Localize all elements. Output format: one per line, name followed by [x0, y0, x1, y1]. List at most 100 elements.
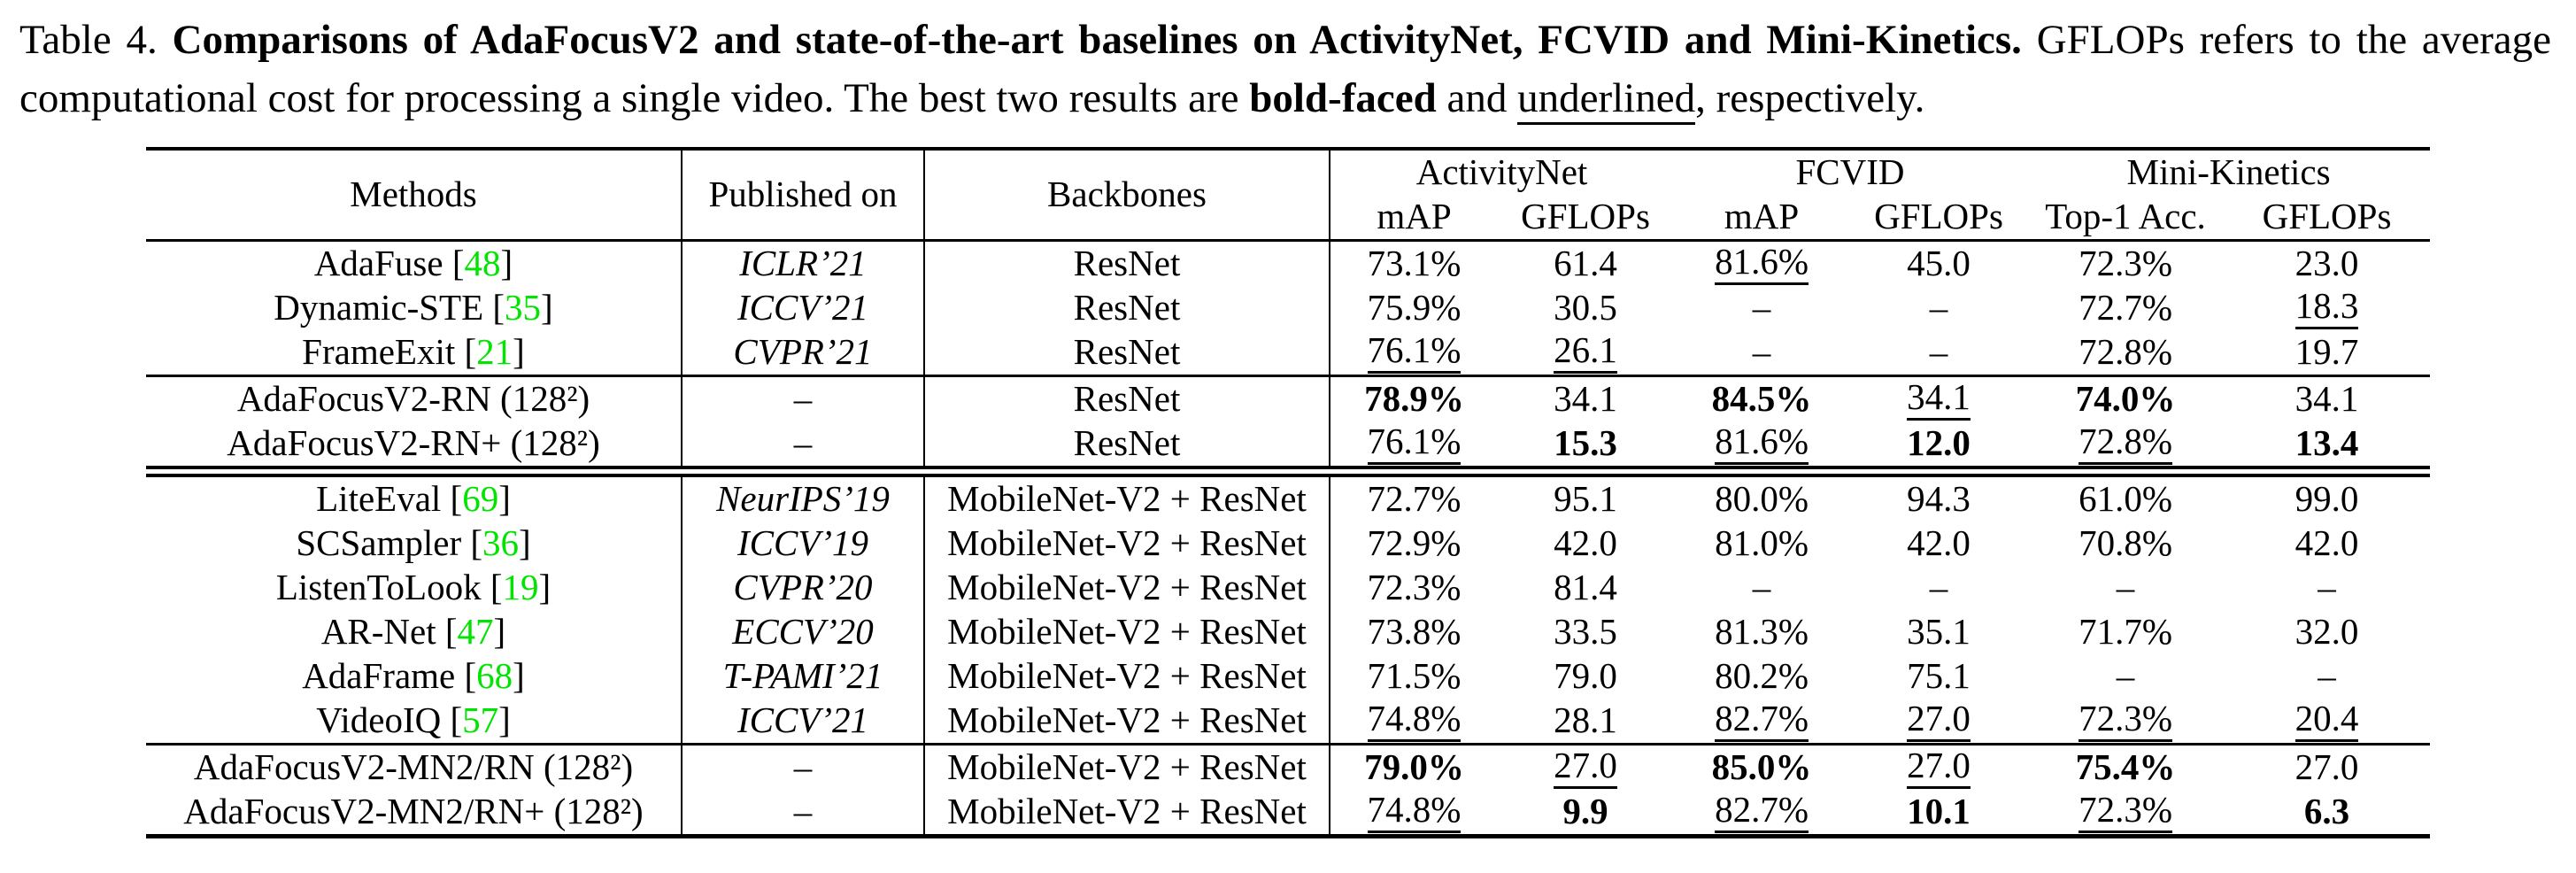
group-adafocus-rn: AdaFocusV2-RN (128²) – ResNet 78.9% 34.1 84.5… [146, 375, 2431, 472]
value-text: – [1929, 567, 1948, 608]
value-text: 72.7% [1367, 478, 1462, 520]
value-cell: 71.7% [2027, 610, 2224, 654]
header-published-on: Published on [682, 149, 925, 241]
citation-number: 68 [476, 655, 513, 697]
method-name: AdaFocusV2-RN+ (128²) [227, 422, 600, 464]
header-activitynet-gflops: GFLOPs [1521, 196, 1650, 237]
value-cell: 73.1% [1330, 241, 1498, 287]
method-name: ] [513, 655, 525, 697]
value-text: – [2318, 655, 2336, 697]
backbone-cell: MobileNet-V2 + ResNet [924, 610, 1330, 654]
citation-number: 69 [462, 478, 499, 520]
citation-number: 36 [482, 522, 520, 564]
value-text: 45.0 [1907, 243, 1971, 284]
value-text: 18.3 [2294, 288, 2359, 329]
value-cell: 84.5% [1673, 376, 1850, 422]
value-text: 74.8% [1367, 700, 1462, 742]
value-text: 23.0 [2294, 243, 2359, 284]
value-text: 27.0 [1907, 700, 1971, 742]
value-cell: 81.6% [1673, 241, 1850, 287]
method-name: VideoIQ [ [316, 699, 463, 741]
backbone-cell: ResNet [924, 286, 1330, 330]
value-cell: – [2224, 566, 2430, 610]
header-methods: Methods [146, 149, 683, 241]
method-name: LiteEval [ [316, 478, 463, 520]
published-on-cell: CVPR’21 [682, 330, 925, 376]
group-adafocus-mn2: AdaFocusV2-MN2/RN (128²) – MobileNet-V2 + … [146, 744, 2430, 837]
header-activitynet-map: mAP [1377, 196, 1452, 237]
header-fcvid-map: mAP [1724, 196, 1800, 237]
value-cell: 81.4 [1498, 566, 1673, 610]
value-cell: 79.0 [1498, 654, 1673, 699]
method-name: ] [500, 243, 513, 284]
table-row: LiteEval [69] NeurIPS’19 MobileNet-V2 + Re… [146, 471, 2430, 522]
value-text: – [2116, 567, 2135, 608]
citation-number: 21 [476, 331, 513, 373]
group-baselines-mobilenet: LiteEval [69] NeurIPS’19 MobileNet-V2 + Re… [146, 471, 2431, 745]
value-cell: 42.0 [2224, 521, 2430, 566]
value-cell: 72.8% [2027, 421, 2224, 472]
value-text: 76.1% [1367, 332, 1462, 374]
backbone-cell: MobileNet-V2 + ResNet [924, 654, 1330, 699]
value-cell: 61.0% [2027, 472, 2224, 522]
backbone-cell: MobileNet-V2 + ResNet [924, 566, 1330, 610]
value-cell: 94.3 [1850, 472, 2027, 522]
value-text: 72.3% [1367, 567, 1462, 608]
method-cell: AdaFuse [48] [146, 240, 683, 286]
value-text: 20.4 [2294, 700, 2359, 742]
method-name: AdaFrame [ [302, 655, 477, 697]
value-text: 12.0 [1907, 422, 1971, 464]
backbone-cell: MobileNet-V2 + ResNet [924, 699, 1330, 745]
value-text: 78.9% [1364, 378, 1464, 420]
method-cell: Dynamic-STE [35] [146, 286, 683, 330]
value-cell: 81.6% [1673, 421, 1850, 472]
value-text: 42.0 [1554, 522, 1617, 564]
value-cell: 34.1 [2224, 376, 2430, 422]
method-name: AR-Net [ [320, 611, 458, 653]
value-cell: 35.1 [1850, 610, 2027, 654]
value-text: 32.0 [2294, 611, 2359, 653]
value-text: 74.8% [1367, 792, 1462, 833]
value-cell: 20.4 [2224, 699, 2430, 745]
value-cell: 26.1 [1498, 330, 1673, 376]
value-text: 71.7% [2079, 611, 2172, 653]
published-on-cell: – [682, 421, 925, 472]
value-cell: – [1850, 566, 2027, 610]
header-mini-kinetics-top1: Top-1 Acc. [2045, 196, 2206, 237]
method-name: SCSampler [ [296, 522, 483, 564]
value-text: 10.1 [1907, 791, 1971, 832]
value-text: 61.0% [2079, 478, 2172, 520]
backbone-cell: MobileNet-V2 + ResNet [924, 521, 1330, 566]
results-table: Methods Published on Backbones ActivityN… [146, 147, 2431, 838]
value-text: – [2318, 567, 2336, 608]
value-cell: 45.0 [1850, 241, 2027, 287]
value-cell: 85.0% [1673, 745, 1850, 791]
value-text: 81.6% [1715, 423, 1809, 465]
value-text: 6.3 [2303, 791, 2350, 832]
table-row: ListenToLook [19] CVPR’20 MobileNet-V2 + R… [146, 566, 2430, 610]
value-cell: 74.8% [1330, 699, 1498, 745]
value-cell: – [2224, 654, 2430, 699]
value-cell: 27.0 [2224, 745, 2430, 791]
method-name: ] [498, 478, 511, 520]
table-row: VideoIQ [57] ICCV’21 MobileNet-V2 + ResNet… [146, 699, 2430, 745]
backbone-cell: ResNet [924, 375, 1330, 421]
value-text: 72.3% [2079, 700, 2172, 742]
value-cell: 72.7% [1330, 472, 1498, 522]
method-cell: AdaFocusV2-MN2/RN (128²) [146, 744, 683, 790]
table-row: FrameExit [21] CVPR’21 ResNet 76.1% 26.1– –72… [146, 330, 2430, 376]
value-text: 76.1% [1367, 423, 1462, 465]
value-text: 15.3 [1554, 422, 1617, 464]
value-cell: 27.0 [1850, 745, 2027, 791]
value-text: 34.1 [1554, 378, 1617, 420]
value-text: 79.0% [1364, 746, 1464, 788]
method-cell: LiteEval [69] [146, 471, 683, 521]
value-cell: 78.9% [1330, 376, 1498, 422]
method-cell: FrameExit [21] [146, 330, 683, 376]
citation-number: 47 [457, 611, 494, 653]
value-cell: 80.0% [1673, 472, 1850, 522]
value-text: 80.2% [1715, 655, 1809, 697]
value-cell: 82.7% [1673, 699, 1850, 745]
table-row: AdaFocusV2-MN2/RN+ (128²) – MobileNet-V2 +… [146, 790, 2430, 837]
value-cell: 76.1% [1330, 330, 1498, 376]
